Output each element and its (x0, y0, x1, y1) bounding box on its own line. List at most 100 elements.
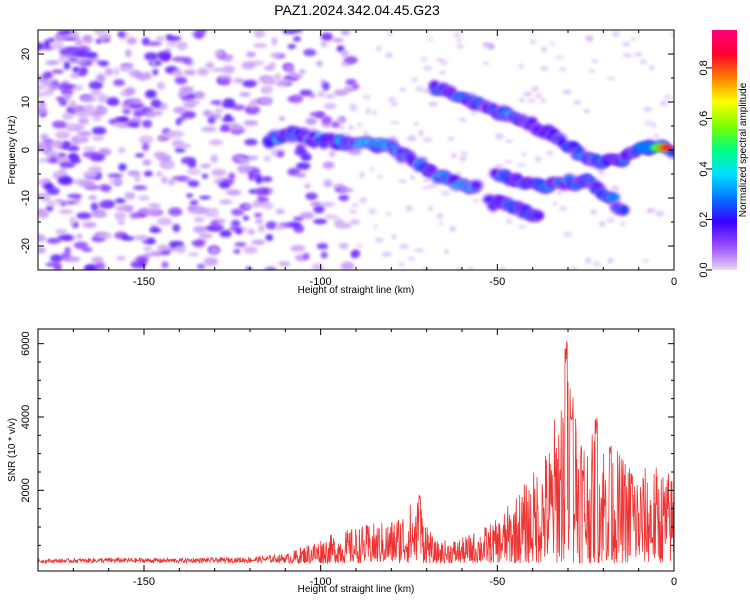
heatmap-cell (73, 85, 84, 91)
heatmap-cell (161, 176, 168, 184)
heatmap-cell (203, 257, 219, 267)
heatmap-cell (59, 161, 76, 169)
heatmap-cell (124, 191, 136, 200)
heatmap-cell (130, 212, 146, 218)
heatmap-cell (411, 77, 419, 83)
heatmap-cell (38, 247, 46, 254)
heatmap-cell (262, 202, 274, 210)
heatmap-cell (317, 90, 325, 98)
heatmap-cell (149, 227, 162, 233)
heatmap-cell (571, 266, 577, 270)
heatmap-cell (74, 38, 84, 47)
heatmap-cell (455, 266, 463, 270)
heatmap-cell (456, 44, 464, 49)
heatmap-cell (199, 163, 212, 169)
heatmap-cell (641, 259, 651, 263)
heatmap-cell (223, 178, 235, 185)
heatmap-cell (285, 63, 294, 73)
x-tick-label: 0 (671, 576, 677, 588)
heatmap-cell (118, 163, 127, 172)
heatmap-cell (265, 234, 274, 241)
heatmap-cell (156, 217, 173, 226)
heatmap-cell (598, 221, 606, 227)
heatmap-cell (204, 212, 219, 218)
heatmap-cell (407, 256, 415, 261)
colorbar-label: Normalized spectral amplitude (738, 82, 749, 217)
heatmap-cell (253, 173, 262, 180)
heatmap-cell (219, 126, 231, 132)
heatmap-cell (156, 81, 166, 90)
heatmap-cell (230, 123, 243, 132)
heatmap-cell (343, 86, 355, 93)
heatmap-cell (155, 36, 165, 42)
heatmap-cell (210, 220, 219, 227)
heatmap-cell (76, 130, 92, 137)
heatmap-cell (38, 233, 46, 243)
heatmap-cell (244, 138, 258, 146)
heatmap-cell (655, 210, 665, 217)
heatmap-cell (145, 89, 156, 98)
heatmap-cell (248, 99, 257, 109)
heatmap-cell (258, 224, 265, 233)
heatmap-cell (49, 83, 59, 91)
heatmap-cell (199, 195, 212, 200)
y-tick-label: 20 (20, 48, 32, 60)
heatmap-cell (399, 87, 407, 92)
heatmap-cell (38, 158, 46, 164)
heatmap-cell (65, 200, 76, 205)
heatmap-cell (133, 235, 150, 241)
heatmap-cell (40, 133, 50, 141)
heatmap-cell (80, 179, 95, 189)
heatmap-cell (55, 96, 65, 102)
heatmap-cell (447, 137, 455, 141)
snr-x-ticks: -150 -100 -50 0 (37, 329, 677, 588)
colorbar: 0.0 0.2 0.4 0.6 0.8 Normalized spectral ampl… (698, 30, 749, 278)
heatmap-cell (671, 32, 674, 37)
heatmap-cell (349, 103, 357, 109)
heatmap-cell (608, 193, 619, 202)
heatmap-cell (255, 219, 264, 224)
heatmap-cell (210, 246, 219, 255)
heatmap-cell (349, 209, 358, 214)
heatmap-cell (153, 151, 167, 159)
heatmap-cell (340, 30, 351, 36)
heatmap-cell (305, 117, 318, 125)
heatmap-cell (415, 86, 425, 92)
heatmap-cell (46, 200, 57, 207)
heatmap-cell (185, 100, 201, 105)
heatmap-cell (606, 217, 615, 223)
heatmap-cell (85, 264, 98, 270)
heatmap-cell (64, 246, 71, 255)
heatmap-cell (89, 90, 102, 96)
heatmap-cell (275, 208, 285, 215)
heatmap-cell (413, 122, 419, 126)
heatmap-cell (563, 231, 573, 238)
heatmap-cell (72, 66, 81, 73)
heatmap-cell (300, 152, 312, 162)
heatmap-cell (529, 38, 536, 45)
heatmap-cell (246, 51, 257, 58)
heatmap-cell (107, 173, 123, 178)
heatmap-cell (88, 195, 98, 200)
heatmap-cell (82, 51, 98, 58)
heatmap-cell (115, 116, 129, 122)
heatmap-cell (96, 73, 106, 83)
heatmap-cell (299, 211, 315, 220)
colorbar-ticks: 0.0 0.2 0.4 0.6 0.8 (698, 60, 712, 278)
heatmap-cell (505, 139, 514, 143)
heatmap-cell (214, 107, 223, 114)
heatmap-cell (210, 100, 221, 105)
heatmap-cell (242, 215, 250, 221)
heatmap-cell (142, 142, 150, 152)
heatmap-cell (583, 109, 590, 114)
heatmap-cell (436, 213, 444, 219)
heatmap-cell (309, 111, 325, 117)
heatmap-cell (646, 208, 656, 214)
heatmap-cell (418, 130, 424, 136)
heatmap-cell (440, 190, 451, 196)
heatmap-cell (406, 135, 417, 141)
y-tick-label: -10 (20, 190, 32, 206)
heatmap-cell (648, 65, 655, 71)
heatmap-cell (144, 52, 159, 61)
